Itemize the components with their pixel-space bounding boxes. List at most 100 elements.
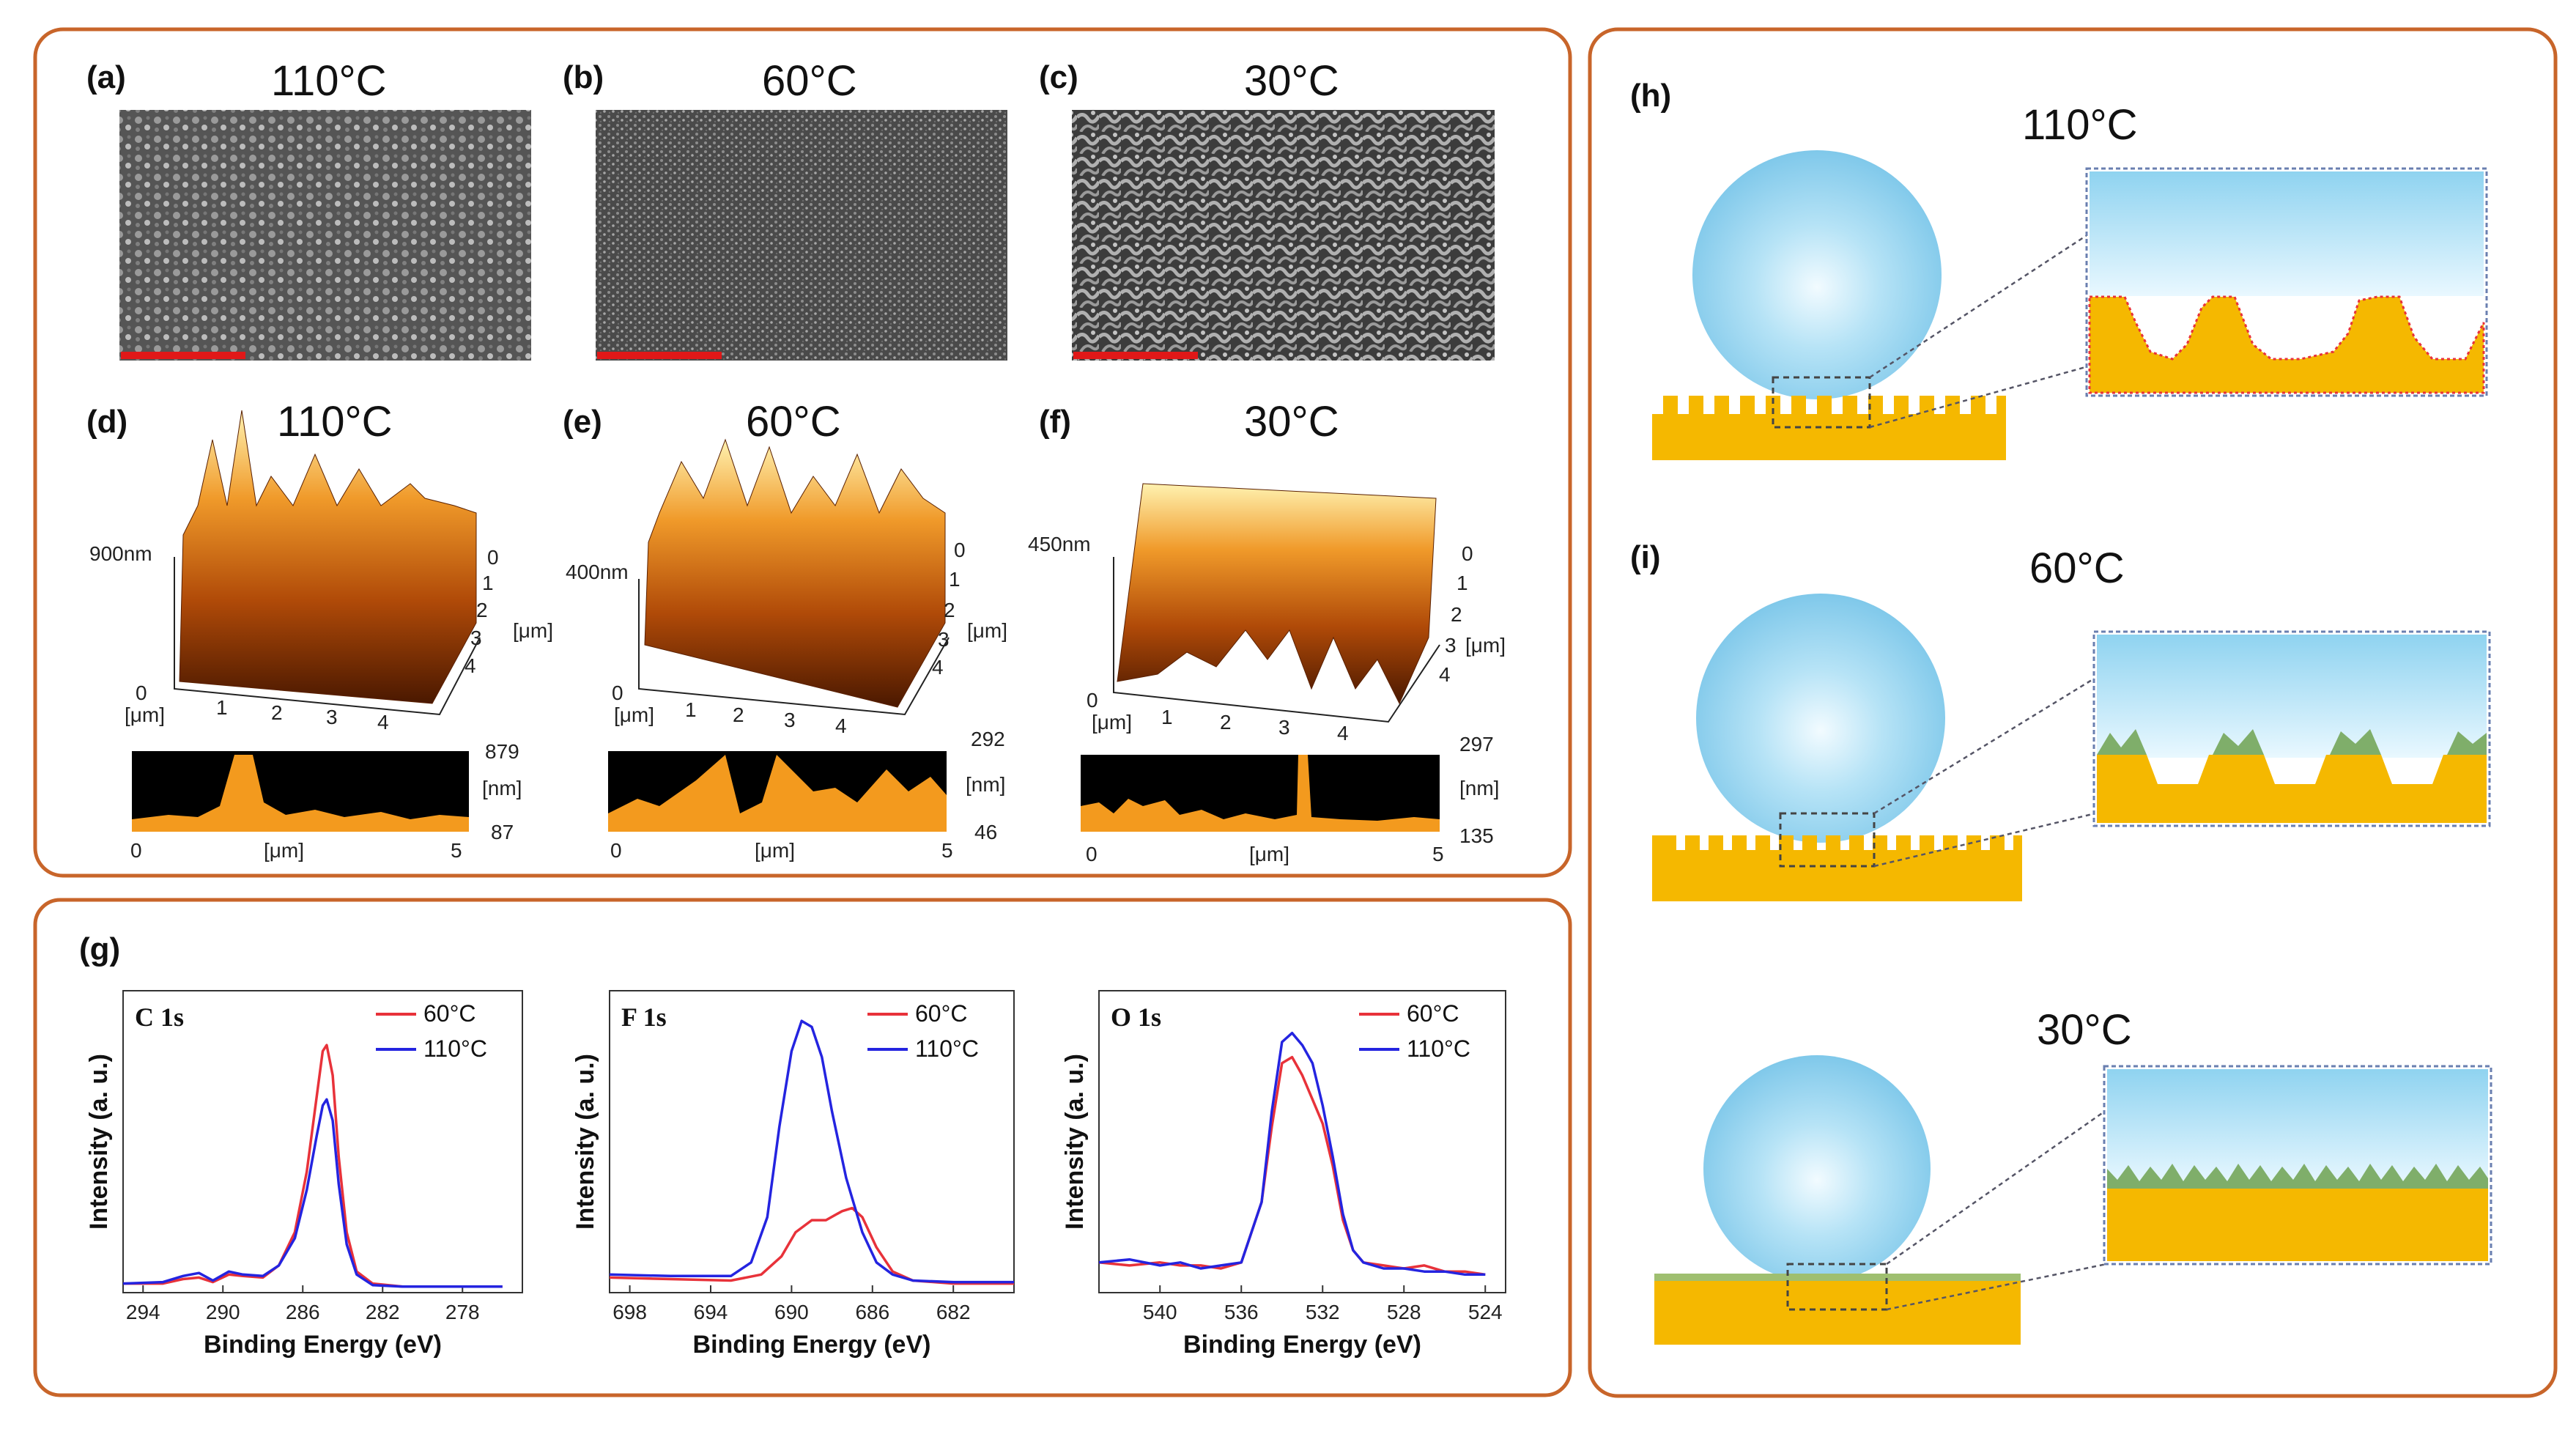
x-tick-label: 540 (1143, 1301, 1177, 1323)
x-tick-label: 524 (1468, 1301, 1503, 1323)
series-line-110°C (609, 1019, 1014, 1284)
frame-schematic (1588, 27, 2558, 1398)
afm-f-zmax: 450nm (1028, 533, 1091, 555)
sem-image-60 (596, 110, 1007, 361)
zoom-line (1869, 365, 2089, 429)
afm-f-nm: [nm] (1459, 777, 1499, 799)
afm-f-ytick: 2 (1451, 603, 1462, 626)
y-axis-label: Intensity (a. u.) (1061, 1054, 1089, 1230)
x-tick-label: 694 (694, 1301, 728, 1323)
afm-d-px0: 0 (130, 839, 142, 862)
panel-b: (b) 60°C (563, 57, 1007, 361)
series-line-110°C (1098, 1031, 1486, 1277)
plot-area (609, 990, 1015, 1293)
panel-c: (c) 30°C (1039, 57, 1495, 361)
afm-f-axis (1113, 557, 1440, 723)
afm-f-zero: 0 (1087, 689, 1098, 712)
panel-j-temp: 30°C (2037, 1006, 2132, 1054)
x-tick-label: 686 (855, 1301, 889, 1323)
inset-coating-30 (2107, 1164, 2488, 1189)
afm-d-axis (174, 557, 481, 716)
afm-f-surface (1117, 483, 1437, 705)
panel-b-temp: 60°C (762, 57, 857, 105)
panel-f: (f) 30°C 450nm 0 [μm] 1 2 3 4 0 1 2 3 4 … (1028, 398, 1506, 865)
panel-a: (a) 110°C (86, 57, 531, 361)
panel-h: (h) 110°C (1630, 78, 2488, 460)
afm-f-xtick: 2 (1220, 711, 1232, 734)
zoom-box (1772, 376, 1871, 429)
afm-d-ytick: 3 (470, 627, 482, 649)
x-tick-label: 682 (936, 1301, 971, 1323)
x-tick-label: 294 (126, 1301, 160, 1323)
x-axis-label: Binding Energy (eV) (204, 1331, 442, 1359)
chart-title: F 1s (621, 1002, 667, 1032)
chart-title: C 1s (135, 1002, 184, 1032)
inset-coating-60 (2097, 729, 2487, 755)
afm-f-unit: [μm] (1092, 711, 1132, 734)
afm-f-px1: [μm] (1249, 843, 1289, 865)
afm-e-px1: [μm] (755, 839, 795, 862)
zoom-box (1779, 812, 1876, 868)
afm-d-unit: [μm] (125, 703, 165, 726)
afm-e-ytick: 4 (932, 656, 944, 679)
water-droplet (1703, 1055, 1931, 1282)
plot-area (122, 990, 523, 1293)
legend-label: 110°C (423, 1035, 487, 1062)
panel-h-label: (h) (1630, 78, 1671, 114)
afm-f-ytick: 3 (1445, 634, 1457, 657)
afm-e-zero: 0 (612, 681, 623, 704)
sem-scale-bar (597, 352, 722, 359)
legend-label: 60°C (915, 1000, 968, 1027)
inset-substrate-60 (2097, 755, 2487, 823)
afm-e-axis (638, 579, 950, 716)
afm-f-ytick: 4 (1439, 663, 1451, 686)
afm-d-nm: [nm] (482, 777, 522, 799)
afm-f-xtick: 1 (1161, 706, 1173, 728)
x-axis-label: Binding Energy (eV) (693, 1331, 931, 1359)
panel-a-label: (a) (86, 59, 126, 95)
x-tick-label: 286 (286, 1301, 320, 1323)
afm-e-xtick: 1 (685, 698, 697, 721)
afm-e-pmin: 46 (974, 821, 997, 843)
afm-e-nm: [nm] (966, 773, 1005, 796)
afm-e-pmax: 292 (971, 728, 1005, 750)
panel-e-label: (e) (563, 404, 602, 440)
y-axis-label: Intensity (a. u.) (85, 1054, 113, 1230)
afm-d-px1: [μm] (264, 839, 304, 862)
panel-g-label: (g) (79, 931, 120, 967)
panel-f-temp: 30°C (1244, 398, 1339, 446)
afm-f-yunit: [μm] (1465, 634, 1506, 657)
series-line-60°C (609, 1206, 1014, 1285)
afm-d-ytick: 1 (482, 572, 494, 594)
afm-e-px0: 0 (610, 839, 622, 862)
water-droplet (1696, 594, 1945, 843)
x-tick-label: 698 (612, 1301, 647, 1323)
substrate-60 (1652, 835, 2022, 901)
chart-title: O 1s (1111, 1002, 1161, 1032)
afm-e-ytick: 2 (944, 599, 955, 621)
legend-label: 110°C (1407, 1035, 1470, 1062)
afm-d-xtick: 1 (216, 696, 228, 719)
sem-image-30 (1072, 110, 1495, 361)
afm-f-px2: 5 (1432, 843, 1444, 865)
afm-d-zero: 0 (136, 681, 147, 704)
sem-image-110 (119, 110, 531, 361)
afm-d-ytick: 2 (476, 599, 488, 621)
panel-h-temp: 110°C (2022, 101, 2138, 149)
afm-d-xtick: 3 (326, 706, 338, 728)
zoom-line (1873, 812, 2096, 868)
legend-label: 60°C (1407, 1000, 1459, 1027)
panel-i: (i) 60°C (1630, 539, 2491, 901)
afm-d-ytick: 0 (487, 546, 499, 569)
panel-d-label: (d) (86, 404, 127, 440)
afm-e-ytick: 3 (938, 628, 950, 651)
afm-f-xtick: 3 (1278, 716, 1290, 739)
inset-water (2107, 1069, 2488, 1186)
x-tick-label: 278 (445, 1301, 480, 1323)
afm-f-ytick: 0 (1462, 542, 1473, 565)
panel-i-temp: 60°C (2029, 544, 2125, 592)
